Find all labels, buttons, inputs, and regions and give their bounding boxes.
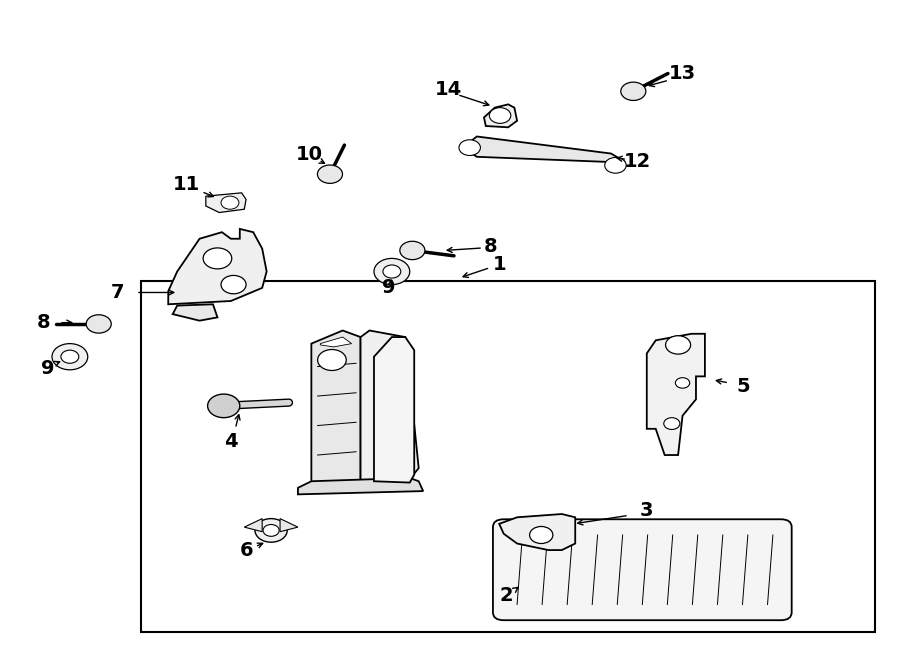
Circle shape [61,350,79,364]
Circle shape [529,526,553,543]
Polygon shape [173,304,218,321]
Bar [141,282,875,632]
Text: 9: 9 [382,278,396,297]
Polygon shape [298,478,423,494]
Polygon shape [206,193,246,213]
Polygon shape [374,337,414,483]
Text: 8: 8 [484,237,498,256]
Circle shape [52,344,87,369]
Circle shape [664,418,680,430]
Text: 3: 3 [640,501,653,520]
Circle shape [208,394,239,418]
Text: 4: 4 [224,432,238,451]
Circle shape [605,157,626,173]
Circle shape [318,165,343,183]
Polygon shape [361,330,419,485]
Text: 12: 12 [625,152,652,171]
Polygon shape [320,337,352,347]
Circle shape [318,350,346,370]
Circle shape [221,196,239,210]
Circle shape [675,377,689,388]
Circle shape [203,248,232,269]
Text: 5: 5 [736,377,751,396]
Circle shape [400,241,425,260]
Polygon shape [500,514,575,550]
Circle shape [255,519,287,542]
Text: 1: 1 [492,255,506,274]
Text: 6: 6 [239,541,253,560]
Text: 9: 9 [40,359,54,378]
Circle shape [666,336,690,354]
Text: 7: 7 [111,283,124,302]
Circle shape [86,315,112,333]
Text: 14: 14 [435,80,462,98]
Circle shape [621,82,646,100]
Circle shape [374,258,410,285]
FancyBboxPatch shape [493,520,792,620]
Text: 13: 13 [669,64,696,83]
Polygon shape [280,519,298,531]
Polygon shape [464,136,625,170]
Circle shape [490,108,511,124]
Polygon shape [168,229,266,304]
Circle shape [263,525,279,536]
Polygon shape [484,104,518,128]
Polygon shape [311,330,361,491]
Text: 11: 11 [173,175,200,194]
Polygon shape [647,334,705,455]
Text: 2: 2 [500,586,513,605]
Circle shape [459,139,481,155]
Polygon shape [244,519,262,531]
Circle shape [382,265,400,278]
Circle shape [221,276,246,293]
Text: 10: 10 [296,145,323,165]
Text: 8: 8 [37,313,50,332]
